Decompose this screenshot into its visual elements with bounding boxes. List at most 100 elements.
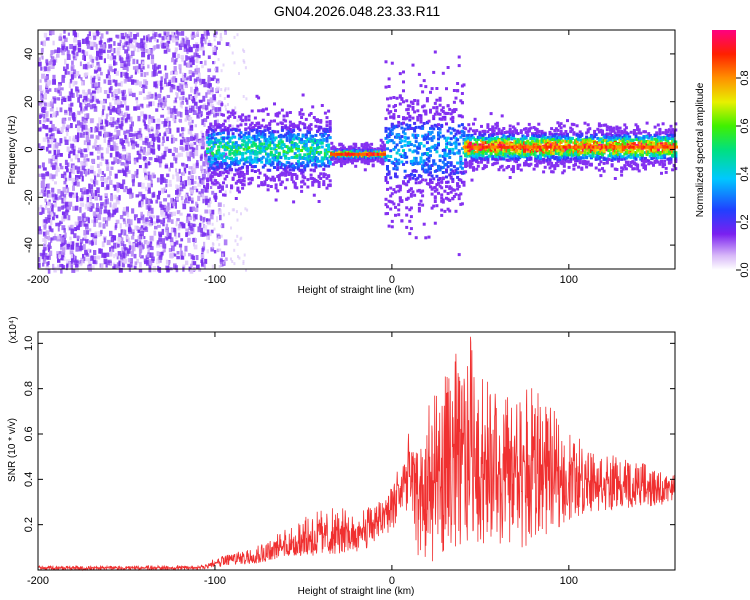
spectrogram-cell — [462, 83, 466, 87]
noise-pixel — [209, 97, 214, 104]
noise-pixel — [113, 254, 116, 259]
noise-pixel — [151, 172, 155, 179]
noise-pixel — [39, 95, 43, 101]
noise-pixel — [164, 78, 167, 84]
noise-pixel — [90, 41, 95, 47]
heatmap-layer — [38, 30, 678, 274]
noise-pixel — [123, 130, 127, 135]
noise-pixel — [94, 234, 98, 239]
spectrogram-cell — [253, 156, 257, 160]
spectrogram-cell — [441, 154, 445, 158]
spectrogram-cell — [282, 150, 286, 153]
noise-pixel — [59, 163, 62, 167]
noise-pixel — [118, 123, 122, 128]
spectrogram-cell — [309, 159, 313, 163]
noise-pixel — [176, 55, 179, 60]
spectrogram-cell — [263, 145, 267, 149]
spectrogram-cell — [357, 157, 361, 161]
spectrogram-cell — [273, 177, 276, 181]
noise-pixel — [93, 69, 98, 74]
spectrogram-cell — [314, 139, 318, 143]
noise-pixel — [42, 167, 47, 171]
spectrogram-cell — [273, 102, 276, 106]
spectrogram-cell — [360, 148, 364, 152]
noise-pixel — [45, 37, 50, 41]
spectrogram-cell — [323, 173, 327, 177]
noise-pixel — [64, 58, 67, 65]
spectrogram-cell — [446, 180, 450, 184]
noise-pixel — [38, 173, 42, 177]
spectrogram-cell — [441, 166, 445, 169]
noise-pixel — [89, 36, 92, 40]
noise-pixel — [209, 214, 213, 219]
noise-pixel — [213, 176, 216, 180]
spectrogram-cell — [304, 163, 308, 167]
spectrogram-cell — [230, 136, 233, 140]
noise-pixel — [238, 72, 240, 75]
spectrogram-cell — [292, 122, 296, 126]
spectrogram-cell — [413, 127, 417, 131]
noise-pixel — [227, 87, 230, 91]
spectrogram-cell — [222, 137, 225, 140]
spectrogram-cell — [290, 175, 294, 179]
noise-pixel — [199, 81, 203, 86]
noise-pixel — [244, 66, 247, 70]
spectrogram-cell — [306, 164, 310, 168]
noise-pixel — [123, 63, 128, 68]
spectrogram-cell — [389, 96, 393, 100]
noise-pixel — [101, 171, 104, 175]
noise-pixel — [194, 133, 199, 139]
noise-pixel — [167, 236, 171, 240]
spectrogram-cell — [449, 186, 453, 190]
noise-pixel — [222, 261, 225, 265]
spectrogram-cell — [339, 142, 343, 146]
spectrogram-cell — [417, 114, 421, 117]
noise-pixel — [120, 123, 124, 127]
spectrogram-cell — [397, 124, 401, 128]
noise-pixel — [111, 53, 114, 57]
spectrogram-cell — [257, 96, 261, 100]
spectrogram-cell — [366, 159, 370, 163]
noise-pixel — [47, 235, 50, 241]
noise-pixel — [72, 194, 76, 199]
noise-pixel — [173, 199, 177, 204]
noise-pixel — [116, 159, 120, 165]
spectrogram-cell — [257, 168, 261, 172]
noise-pixel — [41, 145, 45, 150]
spectrogram-cell — [325, 144, 329, 147]
noise-pixel — [156, 251, 160, 257]
noise-pixel — [76, 196, 79, 202]
noise-pixel — [78, 42, 82, 48]
noise-pixel — [196, 53, 199, 57]
spectrogram-cell — [253, 170, 257, 173]
noise-pixel — [202, 95, 206, 102]
noise-pixel — [89, 196, 93, 202]
noise-pixel — [117, 152, 121, 159]
spectrogram-cell — [314, 163, 318, 167]
noise-pixel — [235, 171, 237, 175]
noise-pixel — [163, 83, 167, 87]
spectrogram-cell — [225, 128, 229, 132]
noise-pixel — [138, 128, 142, 133]
noise-pixel — [102, 105, 106, 111]
noise-pixel — [59, 220, 63, 224]
spectrogram-cell — [468, 163, 472, 167]
noise-pixel — [57, 149, 61, 156]
noise-pixel — [214, 50, 217, 56]
spectrogram-cell — [338, 148, 342, 151]
spectrogram-cell — [475, 167, 479, 171]
noise-pixel — [164, 32, 167, 36]
noise-pixel — [42, 222, 46, 227]
noise-pixel — [184, 73, 187, 78]
noise-pixel — [80, 195, 84, 200]
spectrogram-cell — [226, 116, 230, 120]
spectrogram-cell — [397, 203, 401, 207]
spectrogram-cell — [387, 172, 391, 176]
noise-pixel — [92, 32, 97, 38]
noise-pixel — [68, 107, 72, 112]
noise-pixel — [201, 180, 205, 185]
noise-pixel — [152, 70, 156, 77]
spectrogram-cell — [440, 117, 444, 121]
spectrogram-cell — [212, 133, 216, 137]
spectrogram-cell — [247, 138, 251, 142]
